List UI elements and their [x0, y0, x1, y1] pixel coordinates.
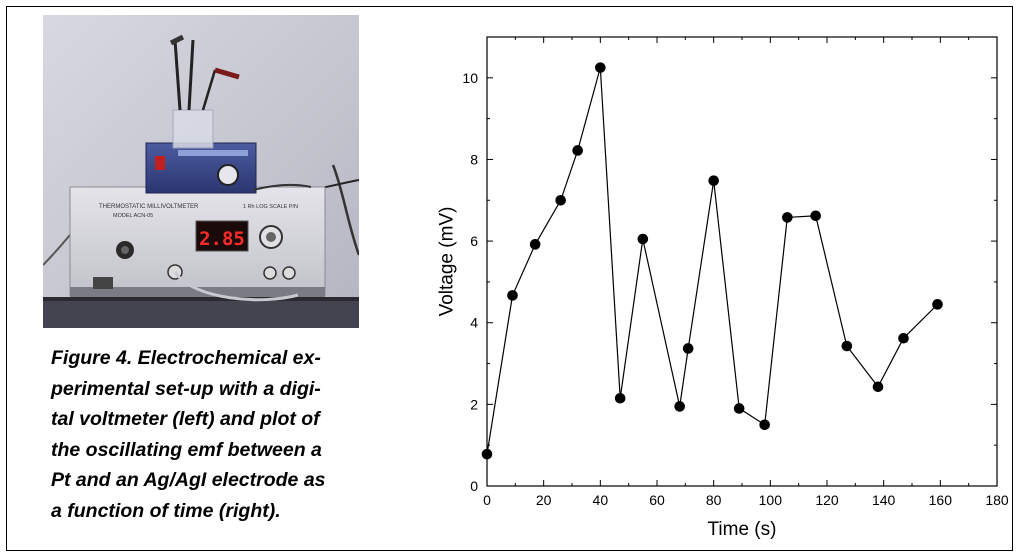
x-tick-label: 60	[649, 492, 665, 508]
data-point	[872, 381, 884, 393]
data-point	[782, 212, 793, 223]
voltmeter-photo: THERMOSTATIC MILLIVOLTMETER MODEL ACN-05…	[43, 15, 359, 328]
display-reading: 2.85	[199, 228, 245, 250]
x-tick-label: 100	[759, 492, 783, 508]
data-point	[708, 175, 719, 186]
data-point	[759, 419, 770, 431]
caption-line: the oscillating emf between a	[51, 438, 322, 461]
y-tick-label: 6	[470, 233, 478, 249]
x-tick-label: 120	[815, 492, 839, 508]
y-tick-label: 8	[470, 151, 478, 167]
figure-frame	[6, 6, 1013, 551]
x-ticks: 0 20 40 60 80 100 120 140 160 180	[483, 37, 1009, 508]
y-axis-label: Voltage (mV)	[437, 207, 458, 317]
x-tick-label: 20	[536, 492, 552, 508]
x-tick-label: 0	[483, 492, 491, 508]
data-point	[682, 343, 694, 354]
data-point	[507, 290, 518, 301]
data-point	[614, 392, 626, 404]
data-point	[733, 403, 745, 414]
caption-line: tal voltmeter (left) and plot of	[51, 408, 320, 430]
y-tick-label: 4	[470, 315, 478, 331]
data-point	[841, 340, 853, 352]
chart-axes	[486, 36, 998, 487]
caption-line: Figure 4. Electrochemical ex-	[51, 347, 321, 369]
data-point	[572, 145, 583, 156]
panel-left-text: THERMOSTATIC MILLIVOLTMETER	[99, 204, 199, 210]
voltage-time-chart: 0 20 40 60 80 100 120 140 160 180 0 2 4 6 8 10 Time (s…	[437, 36, 1009, 540]
voltmeter-photo-drawing: THERMOSTATIC MILLIVOLTMETER MODEL ACN-05…	[43, 15, 359, 328]
data-point	[674, 401, 685, 412]
x-tick-label: 80	[706, 492, 722, 508]
y-tick-label: 10	[462, 70, 478, 86]
data-point	[481, 448, 493, 460]
data-point	[529, 239, 541, 250]
caption-line: Pt and an Ag/AgI electrode as	[51, 469, 326, 491]
caption-line: a function of time (right).	[51, 499, 281, 522]
x-axis-label: Time (s)	[708, 519, 777, 540]
y-tick-label: 0	[470, 478, 478, 494]
x-tick-label: 180	[985, 492, 1009, 508]
data-point	[555, 194, 566, 206]
x-tick-label: 40	[593, 492, 609, 508]
caption-line: perimental set-up with a digi-	[51, 377, 321, 400]
data-series	[481, 62, 943, 460]
data-point	[637, 233, 649, 245]
y-tick-label: 2	[470, 396, 478, 412]
x-tick-label: 140	[872, 492, 896, 508]
data-point	[810, 210, 821, 222]
panel-model-text: MODEL ACN-05	[113, 213, 153, 219]
plot-area-box	[486, 36, 998, 487]
panel-right-text: 1 Rh LOG SCALE P/N	[243, 204, 298, 210]
data-point	[932, 299, 943, 310]
y-ticks: 0 2 4 6 8 10	[462, 36, 997, 494]
data-point	[898, 332, 909, 344]
data-point	[595, 62, 606, 73]
figure-caption: Figure 4. Electrochemical ex- perimental…	[51, 343, 396, 526]
series-line	[486, 67, 938, 455]
x-tick-label: 160	[929, 492, 953, 508]
